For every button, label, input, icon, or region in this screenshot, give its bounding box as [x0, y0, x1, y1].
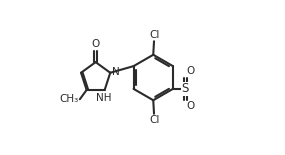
Text: O: O [186, 66, 194, 76]
Text: O: O [91, 39, 100, 49]
Text: CH₃: CH₃ [59, 94, 78, 104]
Text: Cl: Cl [149, 115, 160, 125]
Text: O: O [186, 102, 194, 111]
Text: N: N [112, 67, 120, 78]
Text: S: S [182, 82, 189, 95]
Text: NH: NH [96, 93, 112, 103]
Text: Cl: Cl [149, 30, 160, 40]
